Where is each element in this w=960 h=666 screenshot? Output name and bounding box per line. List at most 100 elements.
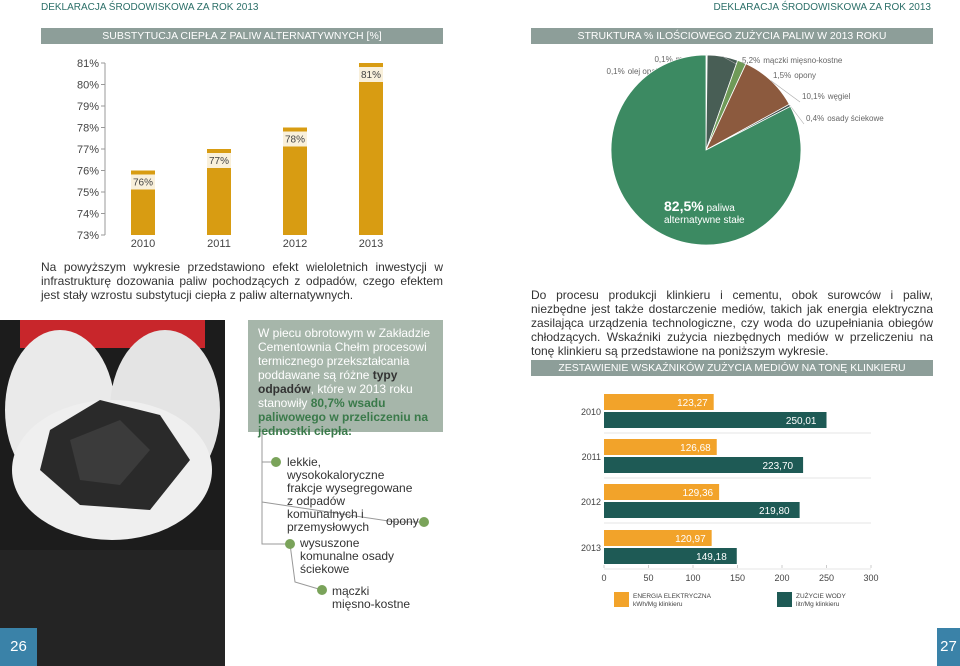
label-box	[283, 131, 307, 147]
bar	[604, 439, 717, 455]
pie-slice	[610, 54, 802, 246]
value-label: 129,36	[683, 488, 714, 499]
chart-title: STRUKTURA % ILOŚCIOWEGO ZUŻYCIA PALIW W …	[531, 28, 933, 44]
slice-name: węgiel	[827, 92, 851, 101]
x-tick-label: 250	[819, 573, 834, 583]
bar	[604, 530, 712, 546]
slice-label: 5,2% mączki mięsno-kostne	[742, 56, 843, 65]
legend-swatch	[777, 592, 792, 607]
callout-middle: , które w 2013 roku stanowiły	[258, 382, 413, 410]
bar	[604, 548, 737, 564]
bar	[604, 502, 800, 518]
x-tick-label: 0	[601, 573, 606, 583]
bar	[604, 484, 720, 500]
slice-label: paliwa alternatywne stałe	[664, 203, 745, 226]
bar	[604, 412, 827, 428]
value-label: 0,1%	[607, 67, 625, 76]
legend-label: ZUŻYCIE WODY	[796, 591, 846, 600]
slice-label: 0,4% osady ściekowe	[806, 114, 884, 123]
value-label: 123,27	[677, 398, 708, 409]
waste-label: wysuszone komunalne osady ściekowe	[300, 536, 395, 576]
value-label: 10,1%	[802, 92, 825, 101]
y-tick-label: 2011	[582, 452, 601, 462]
y-tick-label: 75%	[77, 187, 99, 199]
value-label: 82,5%	[664, 198, 704, 214]
pie-main-label: 82,5% paliwa alternatywne stałe	[664, 198, 774, 227]
chart-title: ZESTAWIENIE WSKAŹNIKÓW ZUŻYCIA MEDIÓW NA…	[531, 360, 933, 376]
bar	[604, 457, 804, 473]
legend-unit: kWh/Mg klinkieru	[633, 601, 683, 608]
label-box	[359, 67, 383, 82]
value-label: 0,1%	[654, 55, 672, 64]
value-label: 149,18	[696, 552, 727, 563]
callout: W piecu obrotowym w Zakładzie Cementowni…	[248, 320, 443, 438]
connector	[261, 432, 429, 595]
x-tick-label: 2013	[359, 238, 383, 250]
photo	[0, 320, 225, 666]
chart: 73% 74% 75% 76% 77% 78% 79% 80% 81% 76% 2010 77% 201…	[77, 58, 383, 250]
y-tick-label: 2012	[581, 497, 601, 507]
value-label: 81%	[361, 70, 381, 81]
y-tick-label: 81%	[77, 58, 99, 70]
x-tick-label: 200	[774, 573, 789, 583]
legend-label: ENERGIA ELEKTRYCZNA	[633, 593, 712, 600]
value-label: 126,68	[680, 443, 711, 454]
value-label: 77%	[209, 156, 229, 167]
y-tick-label: 76%	[77, 166, 99, 178]
y-tick-label: 78%	[77, 123, 99, 135]
value-label: 0,4%	[806, 114, 824, 123]
value-label: 76%	[133, 178, 153, 189]
callout-highlight: 80,7% wsadu paliwowego w przeliczeniu na…	[258, 396, 429, 438]
legend-swatch	[614, 592, 629, 607]
y-tick-label: 77%	[77, 144, 99, 156]
y-tick-label: 79%	[77, 101, 99, 113]
chart-title: SUBSTYTUCJA CIEPŁA Z PALIW ALTERNATYWNYC…	[41, 28, 443, 44]
y-tick-label: 2013	[581, 543, 601, 553]
slice-name: opony	[794, 71, 816, 80]
waste-label: opony	[386, 514, 419, 528]
bar	[359, 63, 383, 235]
callout-intro: W piecu obrotowym w Zakładzie Cementowni…	[258, 326, 431, 382]
x-tick-label: 50	[643, 573, 653, 583]
label-box	[207, 153, 231, 168]
paragraph: Na powyższym wykresie przedstawiono efek…	[41, 260, 443, 302]
y-tick-label: 2010	[581, 407, 601, 417]
value-label: 250,01	[786, 416, 817, 427]
label-box	[131, 174, 155, 190]
page-number: 26	[0, 628, 37, 666]
slice-label: 10,1% węgiel	[802, 92, 851, 101]
page-number: 27	[937, 628, 960, 666]
x-tick-label: 100	[685, 573, 700, 583]
y-tick-label: 80%	[77, 80, 99, 92]
paragraph: Do procesu produkcji klinkieru i cementu…	[531, 288, 933, 358]
slice-label: 1,5% opony	[773, 71, 816, 80]
x-tick-label: 2010	[131, 238, 155, 250]
x-tick-label: 2011	[207, 238, 231, 250]
value-label: 120,97	[675, 534, 706, 545]
header-left: DEKLARACJA ŚRODOWISKOWA ZA ROK 2013	[41, 2, 259, 13]
leader-line	[789, 105, 805, 125]
callout-text: W piecu obrotowym w Zakładzie Cementowni…	[248, 320, 443, 444]
header-right: DEKLARACJA ŚRODOWISKOWA ZA ROK 2013	[713, 2, 931, 13]
y-tick-label: 74%	[77, 209, 99, 221]
slice-name: osady ściekowe	[827, 114, 884, 123]
value-label: 223,70	[762, 461, 793, 472]
y-tick-label: 73%	[77, 230, 99, 242]
callout-emphasis: typy odpadów	[258, 368, 398, 396]
value-label: 219,80	[759, 506, 790, 517]
bar	[604, 394, 714, 410]
value-label: 1,5%	[773, 71, 791, 80]
x-tick-label: 150	[730, 573, 745, 583]
chart: 0,1%olej opałowy lekki0,1%mazut5,2%mączk…	[607, 54, 884, 246]
value-label: 5,2%	[742, 56, 760, 65]
waste-label: lekkie, wysokokaloryczne frakcje wysegre…	[287, 455, 413, 534]
waste-label: mączki mięsno-kostne	[332, 584, 411, 611]
chart: 2010 2011 2012 2013 0 50 100 150 200 250 300 123,27…	[581, 394, 879, 608]
x-tick-label: 300	[863, 573, 878, 583]
legend-unit: litr/Mg klinkieru	[796, 601, 840, 608]
slice-name: mączki mięsno-kostne	[763, 56, 843, 65]
x-tick-label: 2012	[283, 238, 307, 250]
leader-line	[770, 80, 801, 103]
